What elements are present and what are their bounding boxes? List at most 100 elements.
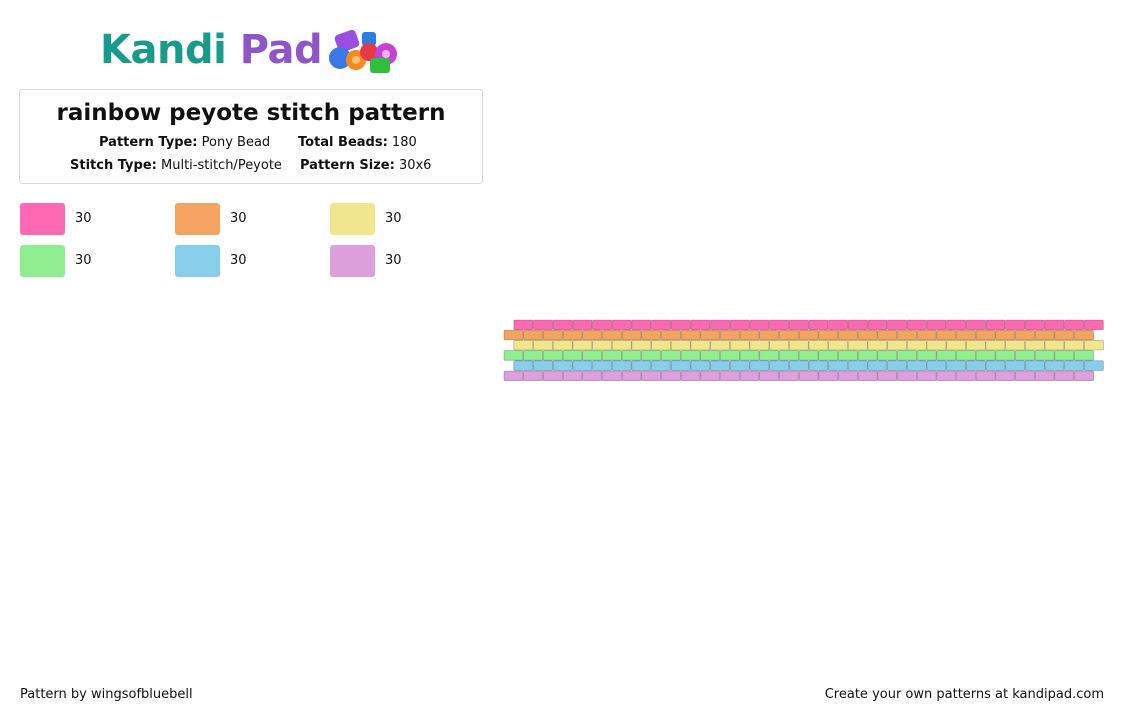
bead: [887, 360, 907, 371]
bead: [926, 319, 947, 330]
bead: [759, 370, 780, 381]
bead: [965, 360, 986, 371]
bead: [867, 319, 888, 330]
bead: [1083, 360, 1104, 371]
swatch-count: 30: [75, 253, 92, 268]
bead: [887, 319, 907, 330]
pattern-title: rainbow peyote stitch pattern: [56, 100, 446, 126]
bead: [779, 370, 799, 381]
bead: [621, 350, 642, 361]
bead: [857, 370, 878, 381]
bead: [808, 360, 829, 371]
bead: [916, 350, 937, 361]
bead: [533, 319, 553, 330]
bead: [897, 370, 917, 381]
bead: [592, 319, 612, 330]
bead: [1064, 340, 1084, 351]
bead: [552, 340, 573, 351]
bead: [582, 329, 603, 341]
bead: [887, 340, 907, 351]
bead: [769, 360, 789, 371]
bead: [690, 319, 711, 330]
bead: [592, 360, 612, 371]
bead: [995, 329, 1016, 341]
bead: [1044, 340, 1065, 351]
bead: [710, 360, 730, 371]
bead: [847, 340, 868, 351]
bead: [729, 319, 750, 330]
bead: [552, 319, 573, 330]
bead: [533, 360, 553, 371]
bead: [897, 329, 917, 341]
bead: [877, 350, 898, 361]
swatch-chip: [20, 203, 65, 235]
bead: [818, 329, 839, 341]
bead: [788, 340, 809, 351]
bead: [759, 350, 780, 361]
bead: [582, 350, 603, 361]
bead: [680, 370, 701, 381]
bead: [543, 350, 563, 361]
bead: [1015, 350, 1035, 361]
bead: [838, 370, 858, 381]
bead: [602, 350, 622, 361]
bead: [611, 360, 632, 371]
bead: [818, 350, 839, 361]
bead: [1064, 360, 1084, 371]
swatch-count: 30: [230, 253, 247, 268]
kandipad-promo-link[interactable]: Create your own patterns at kandipad.com: [824, 687, 1104, 702]
bead: [769, 319, 789, 330]
kandi-pad-logo[interactable]: Kandi Pad: [100, 26, 410, 76]
bead: [798, 329, 819, 341]
bead: [916, 370, 937, 381]
bead: [562, 329, 583, 341]
bead: [720, 370, 740, 381]
bead: [729, 360, 750, 371]
bead: [946, 319, 966, 330]
bead: [759, 329, 780, 341]
bead: [503, 350, 524, 361]
bead: [621, 329, 642, 341]
bead: [670, 319, 691, 330]
bead: [720, 350, 740, 361]
bead: [1005, 319, 1025, 330]
bead: [1044, 319, 1065, 330]
swatch-count: 30: [385, 253, 402, 268]
bead: [680, 350, 701, 361]
bead: [1054, 350, 1075, 361]
bead: [1015, 329, 1035, 341]
bead: [621, 370, 642, 381]
bead: [592, 340, 612, 351]
bead: [956, 329, 976, 341]
bead: [1064, 319, 1084, 330]
swatch-count: 30: [230, 211, 247, 226]
bead: [1083, 319, 1104, 330]
bead: [877, 370, 898, 381]
bead: [946, 360, 966, 371]
bead: [1054, 370, 1075, 381]
bead: [641, 329, 662, 341]
bead: [739, 329, 760, 341]
bead: [651, 340, 671, 351]
bead: [1054, 329, 1075, 341]
bead: [995, 350, 1016, 361]
bead: [1074, 370, 1094, 381]
bead: [533, 340, 553, 351]
bead: [543, 329, 563, 341]
bead: [1034, 370, 1055, 381]
bead: [867, 360, 888, 371]
pattern-type: Pattern Type: Pony Bead: [99, 135, 271, 150]
bead: [779, 329, 799, 341]
bead: [572, 319, 593, 330]
bead: [572, 360, 593, 371]
bead: [936, 329, 957, 341]
bead: [661, 350, 681, 361]
bead: [543, 370, 563, 381]
bead: [523, 329, 544, 341]
bead: [906, 360, 927, 371]
bead: [1074, 350, 1094, 361]
bead: [975, 370, 996, 381]
pattern-credit: Pattern by wingsofbluebell: [20, 687, 193, 702]
bead: [847, 360, 868, 371]
bead: [926, 360, 947, 371]
